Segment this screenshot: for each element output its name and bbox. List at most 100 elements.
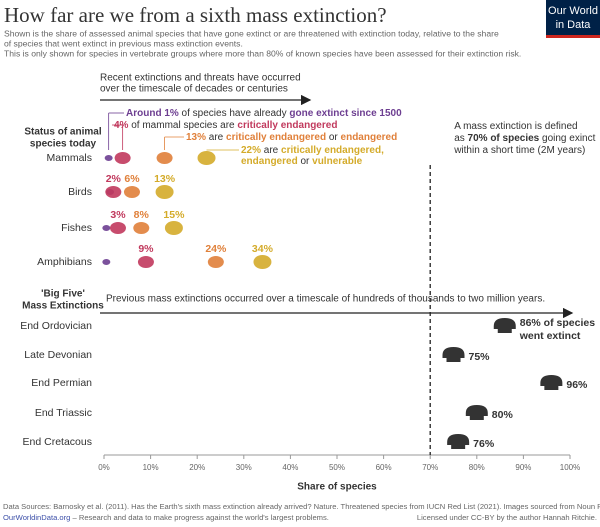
x-tick-label: 50%	[329, 463, 345, 472]
subtitle: Shown is the share of assessed animal sp…	[4, 28, 499, 38]
animal-icon	[114, 152, 131, 164]
animal-icon	[102, 259, 111, 265]
arrow-text: Previous mass extinctions occurred over …	[106, 294, 545, 305]
text-segment: critically endangered	[226, 132, 326, 143]
x-tick-label: 0%	[98, 463, 110, 472]
x-tick-label: 100%	[560, 463, 580, 472]
value-label: 2%	[106, 173, 122, 185]
section-heading: Status of animal	[24, 127, 101, 138]
footer-text: – Research and data to make progress aga…	[70, 513, 329, 522]
annotation: 22% are critically endangered,	[241, 145, 384, 156]
annotation: 4% of mammal species are critically enda…	[114, 120, 337, 131]
section-heading: 'Big Five'	[41, 289, 85, 300]
row-label: Mammals	[46, 152, 92, 164]
skull-icon	[442, 347, 465, 362]
x-tick-label: 70%	[422, 463, 438, 472]
chart-title: How far are we from a sixth mass extinct…	[4, 3, 387, 27]
skull-icon	[447, 434, 470, 449]
text-segment: or	[326, 132, 340, 143]
text-segment: 22%	[241, 145, 261, 156]
text-segment: 13%	[186, 132, 206, 143]
x-tick-label: 80%	[469, 463, 485, 472]
arrow-text: Recent extinctions and threats have occu…	[100, 73, 301, 84]
x-tick-label: 10%	[143, 463, 159, 472]
section-heading: Mass Extinctions	[22, 301, 104, 312]
animal-icon	[137, 256, 154, 268]
value-label: 24%	[205, 243, 227, 255]
text-segment: 70% of species	[468, 133, 540, 144]
text-segment: endangered	[241, 156, 298, 167]
text-segment: within a short time (2M years)	[453, 145, 585, 156]
value-label: 34%	[252, 243, 274, 255]
value-label: 86% of species	[520, 317, 595, 329]
value-label: 8%	[134, 209, 150, 221]
subtitle: of species that went extinct in previous…	[4, 38, 243, 48]
text-segment: as	[454, 133, 467, 144]
x-tick-label: 20%	[189, 463, 205, 472]
text-segment: endangered	[341, 132, 398, 143]
annotation: endangered or vulnerable	[241, 156, 363, 167]
value-label: 6%	[124, 173, 140, 185]
animal-icon	[109, 222, 126, 234]
x-tick-label: 90%	[515, 463, 531, 472]
animal-icon	[207, 256, 224, 268]
logo-text: in Data	[556, 19, 592, 31]
animal-icon	[104, 155, 113, 161]
row-label: Amphibians	[37, 256, 92, 268]
footer-link[interactable]: OurWorldinData.org	[3, 513, 70, 522]
row-label: Fishes	[61, 222, 92, 234]
value-label: 13%	[154, 173, 176, 185]
subtitle: This is only shown for species in verteb…	[4, 48, 521, 58]
value-label: 9%	[138, 243, 154, 255]
threshold-annotation: as 70% of species going exinct	[454, 133, 595, 144]
animal-icon	[253, 255, 272, 269]
value-label: 3%	[110, 209, 126, 221]
skull-icon	[540, 375, 563, 390]
text-segment: or	[298, 156, 312, 167]
footer-license: Licensed under CC-BY by the author Hanna…	[417, 513, 597, 522]
value-label: 80%	[492, 409, 514, 421]
logo-text: Our World	[548, 5, 598, 17]
row-label: End Triassic	[35, 407, 92, 419]
logo-underline	[546, 35, 600, 38]
footer-source: Data Sources: Barnosky et al. (2011). Ha…	[3, 502, 600, 511]
text-segment: A mass extinction is defined	[454, 121, 577, 132]
x-tick-label: 60%	[376, 463, 392, 472]
annotation: Around 1% of species have already gone e…	[126, 108, 402, 119]
row-label: Birds	[68, 186, 92, 198]
logo	[546, 0, 600, 38]
animal-icon	[105, 186, 122, 198]
animal-icon	[155, 185, 174, 199]
value-label: 96%	[566, 379, 588, 391]
animal-icon	[102, 225, 111, 231]
animal-icon	[164, 221, 183, 235]
threshold-annotation: A mass extinction is defined	[454, 121, 577, 132]
value-label: 15%	[163, 209, 185, 221]
text-segment: are	[206, 132, 226, 143]
row-label: End Ordovician	[20, 320, 92, 332]
text-segment: critically endangered	[237, 120, 337, 131]
text-segment: of species have already	[179, 108, 290, 119]
x-tick-label: 40%	[282, 463, 298, 472]
text-segment: gone extinct since 1500	[289, 108, 402, 119]
row-label: Late Devonian	[24, 349, 92, 361]
skull-icon	[493, 318, 516, 333]
row-label: End Cretacous	[23, 436, 92, 448]
text-segment: critically endangered,	[281, 145, 384, 156]
arrow-text: over the timescale of decades or centuri…	[100, 84, 288, 95]
skull-icon	[465, 405, 488, 420]
text-segment: Around 1%	[126, 108, 179, 119]
x-tick-label: 30%	[236, 463, 252, 472]
row-label: End Permian	[31, 377, 92, 389]
section-heading: species today	[30, 139, 97, 150]
animal-icon	[133, 222, 150, 234]
text-segment: going exinct	[539, 133, 595, 144]
text-segment: are	[261, 145, 281, 156]
text-segment: of mammal species are	[128, 120, 237, 131]
text-segment: vulnerable	[312, 156, 362, 167]
annotation: 13% are critically endangered or endange…	[186, 132, 397, 143]
value-label: 76%	[473, 438, 495, 450]
value-label: 75%	[469, 351, 491, 363]
footer-line: OurWorldinData.org – Research and data t…	[3, 513, 329, 522]
